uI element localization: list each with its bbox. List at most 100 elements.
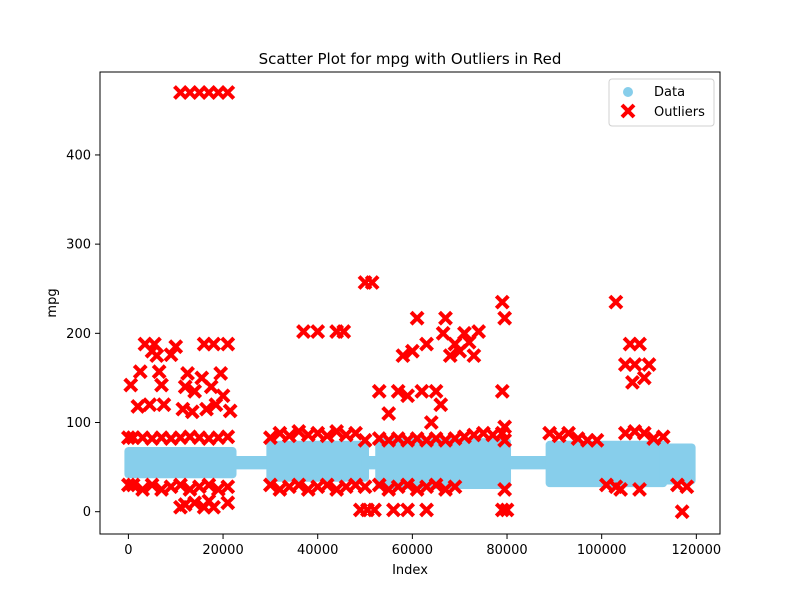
- x-tick-label: 80000: [486, 543, 527, 558]
- legend: Data Outliers: [608, 78, 715, 127]
- outlier-point: [409, 481, 425, 497]
- outlier-point: [187, 495, 203, 511]
- outlier-point: [404, 343, 420, 359]
- data-point-cluster: [228, 455, 275, 470]
- y-axis-label: mpg: [45, 288, 60, 317]
- outlier-point: [329, 424, 345, 439]
- outlier-point: [409, 310, 425, 326]
- outlier-point: [177, 379, 193, 395]
- outlier-point: [182, 481, 198, 497]
- outlier-point: [154, 481, 169, 497]
- data-point-cluster: [545, 440, 668, 488]
- outlier-point: [497, 419, 513, 435]
- legend-data-marker: [623, 87, 633, 97]
- chart-title: Scatter Plot for mpg with Outliers in Re…: [259, 50, 562, 68]
- outlier-point: [494, 294, 510, 310]
- outlier-point: [125, 477, 141, 493]
- x-axis: 0 20000 40000 60000 80000 100000 120000: [124, 534, 721, 558]
- outlier-point: [220, 85, 236, 100]
- outlier-point: [291, 424, 307, 439]
- outlier-point: [300, 481, 316, 497]
- outlier-point: [438, 481, 453, 497]
- outlier-point: [281, 428, 297, 444]
- outlier-point: [120, 477, 136, 493]
- outlier-point: [381, 481, 397, 497]
- x-tick-label: 40000: [297, 543, 338, 558]
- x-axis-label: Index: [392, 563, 428, 578]
- outlier-point: [499, 502, 515, 518]
- data-point-cluster: [503, 455, 554, 470]
- outlier-point: [494, 383, 510, 399]
- outlier-point: [262, 430, 278, 446]
- outlier-point: [419, 336, 434, 352]
- outlier-point: [435, 325, 451, 341]
- legend-box: [608, 78, 715, 127]
- outlier-point: [497, 481, 513, 497]
- y-tick-label: 200: [66, 327, 91, 342]
- outlier-point: [494, 502, 510, 518]
- outlier-point: [220, 429, 236, 445]
- outlier-point: [262, 477, 278, 493]
- outlier-point: [310, 324, 326, 339]
- legend-outliers-marker: [620, 103, 636, 119]
- outlier-point: [589, 432, 605, 448]
- outlier-point: [220, 495, 236, 511]
- outlier-point: [419, 502, 434, 518]
- legend-outliers-label: Outliers: [654, 105, 705, 120]
- outlier-point: [497, 432, 513, 448]
- outlier-point: [319, 428, 335, 444]
- x-tick-label: 0: [124, 543, 132, 558]
- outlier-point: [386, 502, 401, 518]
- outlier-point: [632, 336, 647, 352]
- outlier-point: [184, 404, 200, 420]
- outlier-point: [457, 325, 472, 341]
- outlier-point: [655, 429, 671, 445]
- outlier-point: [130, 399, 146, 414]
- outlier-point: [357, 479, 373, 495]
- outlier-point: [400, 502, 416, 518]
- y-tick-label: 300: [66, 238, 91, 253]
- outlier-point: [201, 477, 217, 493]
- data-point-cluster: [375, 438, 512, 489]
- outlier-point: [151, 364, 167, 380]
- x-tick-label: 120000: [672, 543, 722, 558]
- x-tick-label: 60000: [392, 543, 433, 558]
- outlier-point: [220, 336, 236, 352]
- outlier-point: [168, 339, 184, 355]
- outlier-point: [641, 357, 657, 372]
- outlier-point: [679, 479, 695, 495]
- outlier-point: [471, 324, 487, 339]
- outlier-point: [120, 430, 136, 446]
- y-axis: 0 100 200 300 400: [66, 148, 100, 520]
- outlier-point: [461, 334, 477, 350]
- outlier-point: [135, 481, 151, 497]
- outlier-point: [319, 477, 335, 493]
- data-series-layer: [124, 438, 696, 489]
- x-tick-label: 20000: [202, 543, 243, 558]
- plot-frame: [99, 71, 721, 535]
- y-tick-label: 100: [66, 416, 91, 431]
- outlier-point: [163, 347, 179, 363]
- outlier-point: [272, 425, 288, 441]
- outlier-point: [608, 294, 624, 310]
- y-tick-label: 400: [66, 148, 91, 163]
- outlier-point: [213, 366, 229, 381]
- outlier-point: [674, 504, 690, 520]
- outlier-point: [291, 477, 307, 493]
- y-tick-label: 0: [83, 505, 91, 520]
- outlier-point: [627, 357, 643, 372]
- outlier-point: [613, 481, 629, 497]
- outlier-point: [272, 481, 288, 497]
- outlier-point: [497, 310, 513, 326]
- outlier-point: [442, 348, 458, 364]
- outlier-point: [390, 383, 406, 399]
- outlier-point: [180, 366, 195, 381]
- outlier-point: [447, 479, 463, 495]
- outlier-point: [203, 379, 219, 395]
- outlier-point: [428, 383, 444, 399]
- outlier-point: [206, 336, 222, 352]
- outlier-point: [414, 383, 430, 399]
- outlier-point: [433, 397, 449, 413]
- outlier-point: [400, 477, 416, 493]
